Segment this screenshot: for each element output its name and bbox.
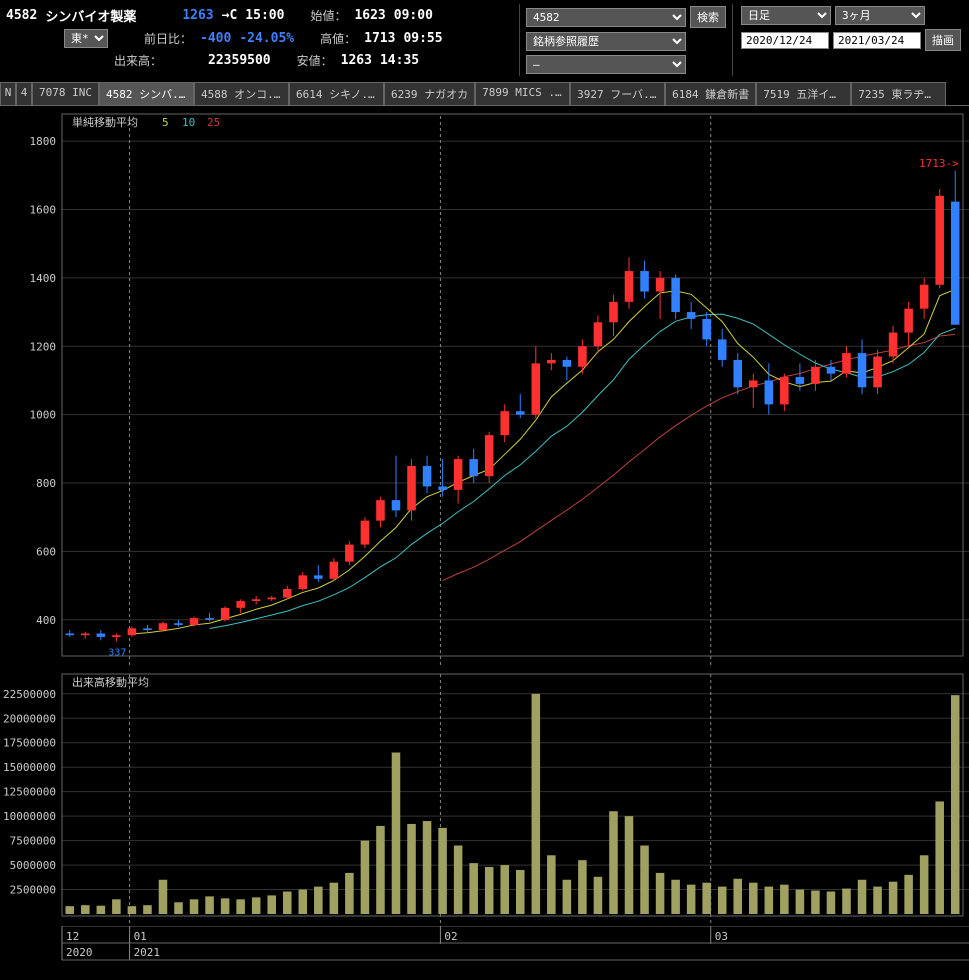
svg-text:20000000: 20000000 <box>3 712 56 725</box>
svg-text:02: 02 <box>444 930 457 943</box>
tab-stock-6[interactable]: 3927 フーバ... <box>570 82 665 105</box>
tab-n[interactable]: N <box>0 82 16 105</box>
high-value: 1713 <box>364 31 395 46</box>
history-select[interactable]: 銘柄参照履歴 <box>526 32 686 51</box>
svg-text:1200: 1200 <box>30 340 57 353</box>
code-select[interactable]: 4582 <box>526 8 686 27</box>
tab-stock-9[interactable]: 7235 東ラヂエタ <box>851 82 946 105</box>
tab-stock-8[interactable]: 7519 五洋インテ <box>756 82 851 105</box>
svg-text:12: 12 <box>66 930 79 943</box>
svg-text:1713->: 1713-> <box>919 157 959 170</box>
svg-text:1000: 1000 <box>30 409 57 422</box>
svg-text:25: 25 <box>207 116 220 129</box>
search-button[interactable]: 検索 <box>690 6 726 28</box>
open-label: 始値： <box>310 7 346 24</box>
svg-text:01: 01 <box>134 930 147 943</box>
market-select[interactable]: 東* <box>64 29 108 48</box>
svg-text:12500000: 12500000 <box>3 786 56 799</box>
tabs: N 4 7078 INC4582 シンバ...4588 オンコ...6614 シ… <box>0 82 969 106</box>
low-time: 14:35 <box>380 53 419 68</box>
svg-text:2020: 2020 <box>66 946 93 959</box>
tab-stock-4[interactable]: 6239 ナガオカ <box>384 82 475 105</box>
svg-text:15000000: 15000000 <box>3 761 56 774</box>
header: 4582 シンバイオ製薬 1263 →C 15:00 始値： 1623 09:0… <box>0 0 969 80</box>
svg-text:1400: 1400 <box>30 272 57 285</box>
svg-text:1600: 1600 <box>30 203 57 216</box>
vol-label: 出来高： <box>114 52 162 69</box>
low-label: 安値： <box>297 52 333 69</box>
svg-text:出来高移動平均: 出来高移動平均 <box>72 675 149 689</box>
x-axis: 12 2020 01 2021 02 03 <box>0 926 969 964</box>
tab-stock-7[interactable]: 6184 鎌倉新書 <box>665 82 756 105</box>
high-time: 09:55 <box>403 31 442 46</box>
svg-text:7500000: 7500000 <box>10 835 56 848</box>
draw-button[interactable]: 描画 <box>925 29 961 51</box>
stock-code: 4582 <box>6 8 37 23</box>
period-select[interactable]: 日足 <box>741 6 831 25</box>
current-price: 1263 <box>182 8 213 23</box>
svg-text:1800: 1800 <box>30 135 57 148</box>
svg-text:400: 400 <box>36 614 56 627</box>
svg-text:5000000: 5000000 <box>10 859 56 872</box>
prev-diff: -400 <box>200 31 231 46</box>
svg-text:600: 600 <box>36 545 56 558</box>
range-select[interactable]: 3ヶ月 <box>835 6 925 25</box>
prev-label: 前日比： <box>144 30 192 47</box>
svg-text:10000000: 10000000 <box>3 810 56 823</box>
tab-stock-5[interactable]: 7899 MICS ... <box>475 82 570 105</box>
price-chart: 400 600 800 1000 1200 1400 1600 1800 単純移動平均 5 10 25… <box>0 106 969 666</box>
open-time: 09:00 <box>394 8 433 23</box>
stock-name: シンバイオ製薬 <box>45 6 136 25</box>
tab-stock-3[interactable]: 6614 シキノ... <box>289 82 384 105</box>
dash-select[interactable]: — <box>526 55 686 74</box>
arrow: →C <box>222 8 238 23</box>
svg-text:2500000: 2500000 <box>10 884 56 897</box>
svg-text:5: 5 <box>162 116 169 129</box>
volume-chart: 2500000 5000000 7500000 10000000 12500000 150… <box>0 666 969 926</box>
svg-text:17500000: 17500000 <box>3 737 56 750</box>
tab-4[interactable]: 4 <box>16 82 32 105</box>
svg-text:単純移動平均: 単純移動平均 <box>72 115 138 129</box>
vol-value: 22359500 <box>208 53 271 68</box>
prev-pct: -24.05% <box>239 31 294 46</box>
svg-text:2021: 2021 <box>134 946 161 959</box>
tab-stock-1[interactable]: 4582 シンバ... <box>99 82 194 105</box>
low-value: 1263 <box>341 53 372 68</box>
date-to[interactable] <box>833 32 921 49</box>
svg-text:800: 800 <box>36 477 56 490</box>
svg-text:337: 337 <box>108 647 126 658</box>
tab-stock-2[interactable]: 4588 オンコ... <box>194 82 289 105</box>
svg-text:03: 03 <box>715 930 728 943</box>
high-label: 高値： <box>320 30 356 47</box>
date-from[interactable] <box>741 32 829 49</box>
svg-text:10: 10 <box>182 116 195 129</box>
svg-text:22500000: 22500000 <box>3 688 56 701</box>
open-value: 1623 <box>354 8 385 23</box>
tab-stock-0[interactable]: 7078 INC <box>32 82 99 105</box>
price-time: 15:00 <box>245 8 284 23</box>
